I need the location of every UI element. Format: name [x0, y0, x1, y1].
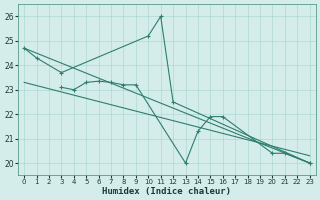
X-axis label: Humidex (Indice chaleur): Humidex (Indice chaleur)	[102, 187, 231, 196]
